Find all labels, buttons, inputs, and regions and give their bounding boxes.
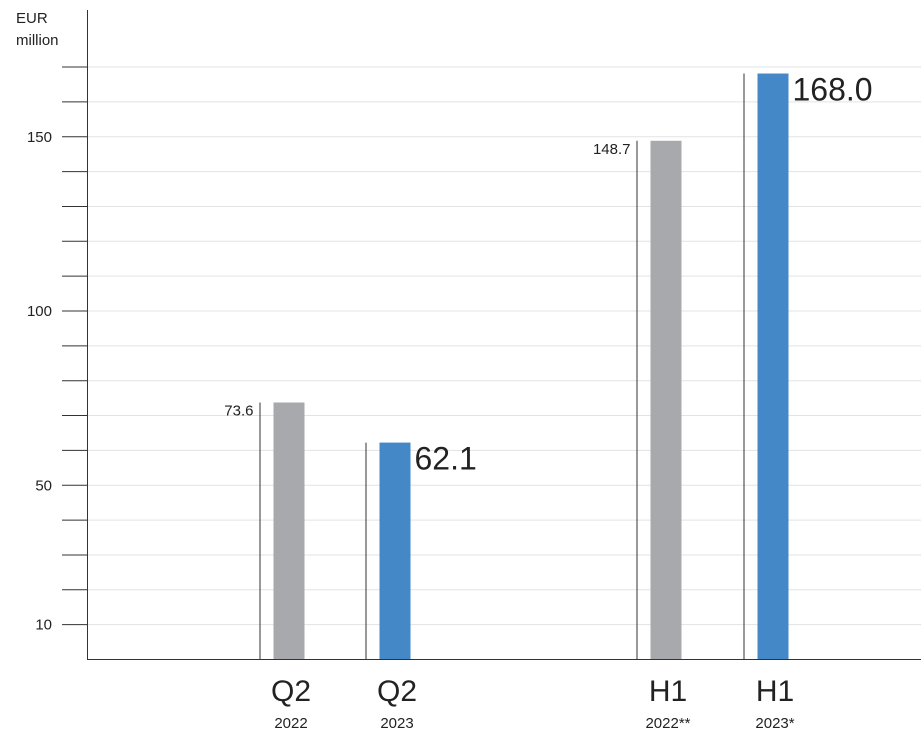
bar-value-label: 148.7	[593, 141, 631, 158]
category-sublabel: 2022	[274, 715, 307, 732]
bars: 73.6 62.1 148.7 168.0	[224, 72, 873, 659]
x-axis-labels: Q2 2022 Q2 2023 H1 2022** H1 2023*	[271, 675, 795, 732]
bar	[379, 442, 411, 659]
axes	[87, 10, 921, 660]
y-tick-label: 100	[27, 303, 52, 320]
gridlines	[87, 66, 921, 626]
bar	[757, 73, 789, 659]
bar-value-label: 73.6	[224, 403, 253, 420]
bar	[650, 140, 682, 659]
bar	[273, 402, 305, 659]
y-tick-label: 50	[35, 477, 52, 494]
bar-value-label: 168.0	[793, 72, 873, 108]
y-tick-label: 10	[35, 617, 52, 634]
category-sublabel: 2022**	[645, 715, 690, 732]
category-label: Q2	[271, 675, 311, 708]
y-tick-label: 150	[27, 129, 52, 146]
category-label: H1	[649, 675, 687, 708]
y-axis-unit-label: EUR million	[16, 8, 59, 52]
category-sublabel: 2023*	[755, 715, 794, 732]
category-label: Q2	[377, 675, 417, 708]
y-axis-ticks: 10 50 100 150	[27, 66, 87, 634]
category-label: H1	[756, 675, 794, 708]
bar-value-label: 62.1	[415, 441, 477, 477]
unit-line-1: EUR	[16, 10, 48, 27]
unit-line-2: million	[16, 32, 59, 49]
category-sublabel: 2023	[380, 715, 413, 732]
